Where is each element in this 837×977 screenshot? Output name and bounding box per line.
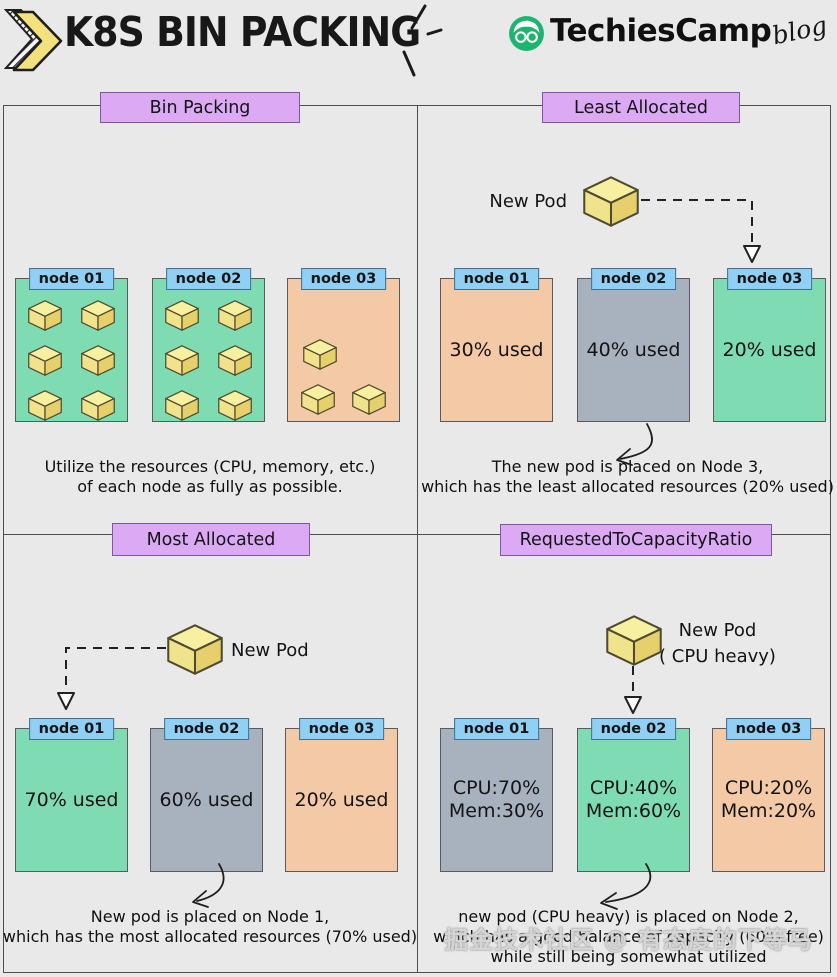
watermark: 掘金技术社区 @ 有态度的下等马	[444, 926, 813, 954]
node-usage: CPU:40% Mem:60%	[585, 777, 682, 822]
node-usage: 20% used	[294, 788, 389, 811]
least-allocated-caption: The new pod is placed on Node 3, which h…	[421, 457, 834, 496]
node-usage: 40% used	[586, 338, 681, 361]
pod-cube-icon	[218, 345, 252, 376]
k8s-chevron-logo	[4, 9, 63, 72]
pod-cube-icon	[28, 300, 62, 331]
pod-cube-icon	[81, 390, 115, 421]
rtcr-node-02: node 02 CPU:40% Mem:60%	[577, 718, 690, 872]
pod-cube-icon	[218, 300, 252, 331]
node-usage: 60% used	[159, 788, 254, 811]
node-usage: 30% used	[449, 338, 544, 361]
brand-suffix: blog	[769, 10, 830, 51]
bin-packing-node-02: node 02	[152, 268, 265, 422]
node-label: node 01	[28, 718, 115, 740]
node-label: node 03	[725, 718, 812, 740]
most-allocated-node-01: node 01 70% used	[15, 718, 128, 872]
quadrant-title-bin-packing: Bin Packing	[100, 92, 300, 123]
pod-cube-icon	[352, 384, 386, 415]
pod-cube-icon	[81, 300, 115, 331]
new-pod-label: New Pod	[489, 191, 567, 212]
pod-cube-icon	[28, 390, 62, 421]
vertical-divider	[417, 105, 418, 973]
node-label: node 02	[165, 268, 252, 290]
techiescamp-logo-icon	[509, 16, 544, 51]
new-pod-cube-icon	[167, 624, 223, 675]
most-allocated-node-03: node 03 20% used	[285, 718, 398, 872]
pod-cube-icon	[165, 300, 199, 331]
rtcr-node-03: node 03 CPU:20% Mem:20%	[712, 718, 825, 872]
page-title: K8S BIN PACKING	[64, 8, 421, 56]
node-label: node 01	[453, 268, 540, 290]
pod-cube-icon	[165, 345, 199, 376]
node-label: node 01	[28, 268, 115, 290]
node-label: node 02	[590, 718, 677, 740]
pod-cube-icon	[81, 345, 115, 376]
least-allocated-node-01: node 01 30% used	[440, 268, 553, 422]
horizontal-divider	[3, 534, 831, 535]
quadrant-title-most-allocated: Most Allocated	[112, 523, 310, 556]
least-allocated-node-02: node 02 40% used	[577, 268, 690, 422]
pod-cube-icon	[303, 339, 337, 370]
quadrant-title-least-allocated: Least Allocated	[542, 92, 740, 123]
pod-group	[28, 300, 115, 421]
least-allocated-node-03: node 03 20% used	[713, 268, 826, 422]
node-label: node 01	[453, 718, 540, 740]
quadrant-title-requested-to-capacity-ratio: RequestedToCapacityRatio	[500, 524, 772, 556]
new-pod-label: New Pod ( CPU heavy)	[659, 620, 776, 667]
node-label: node 03	[300, 268, 387, 290]
node-usage: CPU:20% Mem:20%	[720, 777, 817, 822]
node-label: node 03	[298, 718, 385, 740]
new-pod-cube-icon	[583, 176, 639, 227]
pod-cube-icon	[301, 384, 335, 415]
new-pod-cube-icon	[606, 615, 662, 666]
pod-cube-icon	[28, 345, 62, 376]
bin-packing-node-03: node 03	[287, 268, 400, 422]
new-pod-label: New Pod	[231, 640, 309, 661]
rtcr-caption: new pod (CPU heavy) is placed on Node 2,…	[433, 907, 824, 966]
bin-packing-caption: Utilize the resources (CPU, memory, etc.…	[44, 457, 376, 496]
pod-cube-icon	[165, 390, 199, 421]
node-label: node 02	[163, 718, 250, 740]
bin-packing-node-01: node 01	[15, 268, 128, 422]
node-usage: 20% used	[722, 338, 817, 361]
pod-cube-icon	[218, 390, 252, 421]
node-label: node 03	[726, 268, 813, 290]
node-usage: CPU:70% Mem:30%	[448, 777, 545, 822]
brand-name: TechiesCamp	[550, 13, 772, 49]
rtcr-node-01: node 01 CPU:70% Mem:30%	[440, 718, 553, 872]
pod-group	[165, 300, 252, 421]
most-allocated-node-02: node 02 60% used	[150, 718, 263, 872]
node-label: node 02	[590, 268, 677, 290]
most-allocated-caption: New pod is placed on Node 1, which has t…	[2, 907, 418, 946]
node-usage: 70% used	[24, 788, 119, 811]
